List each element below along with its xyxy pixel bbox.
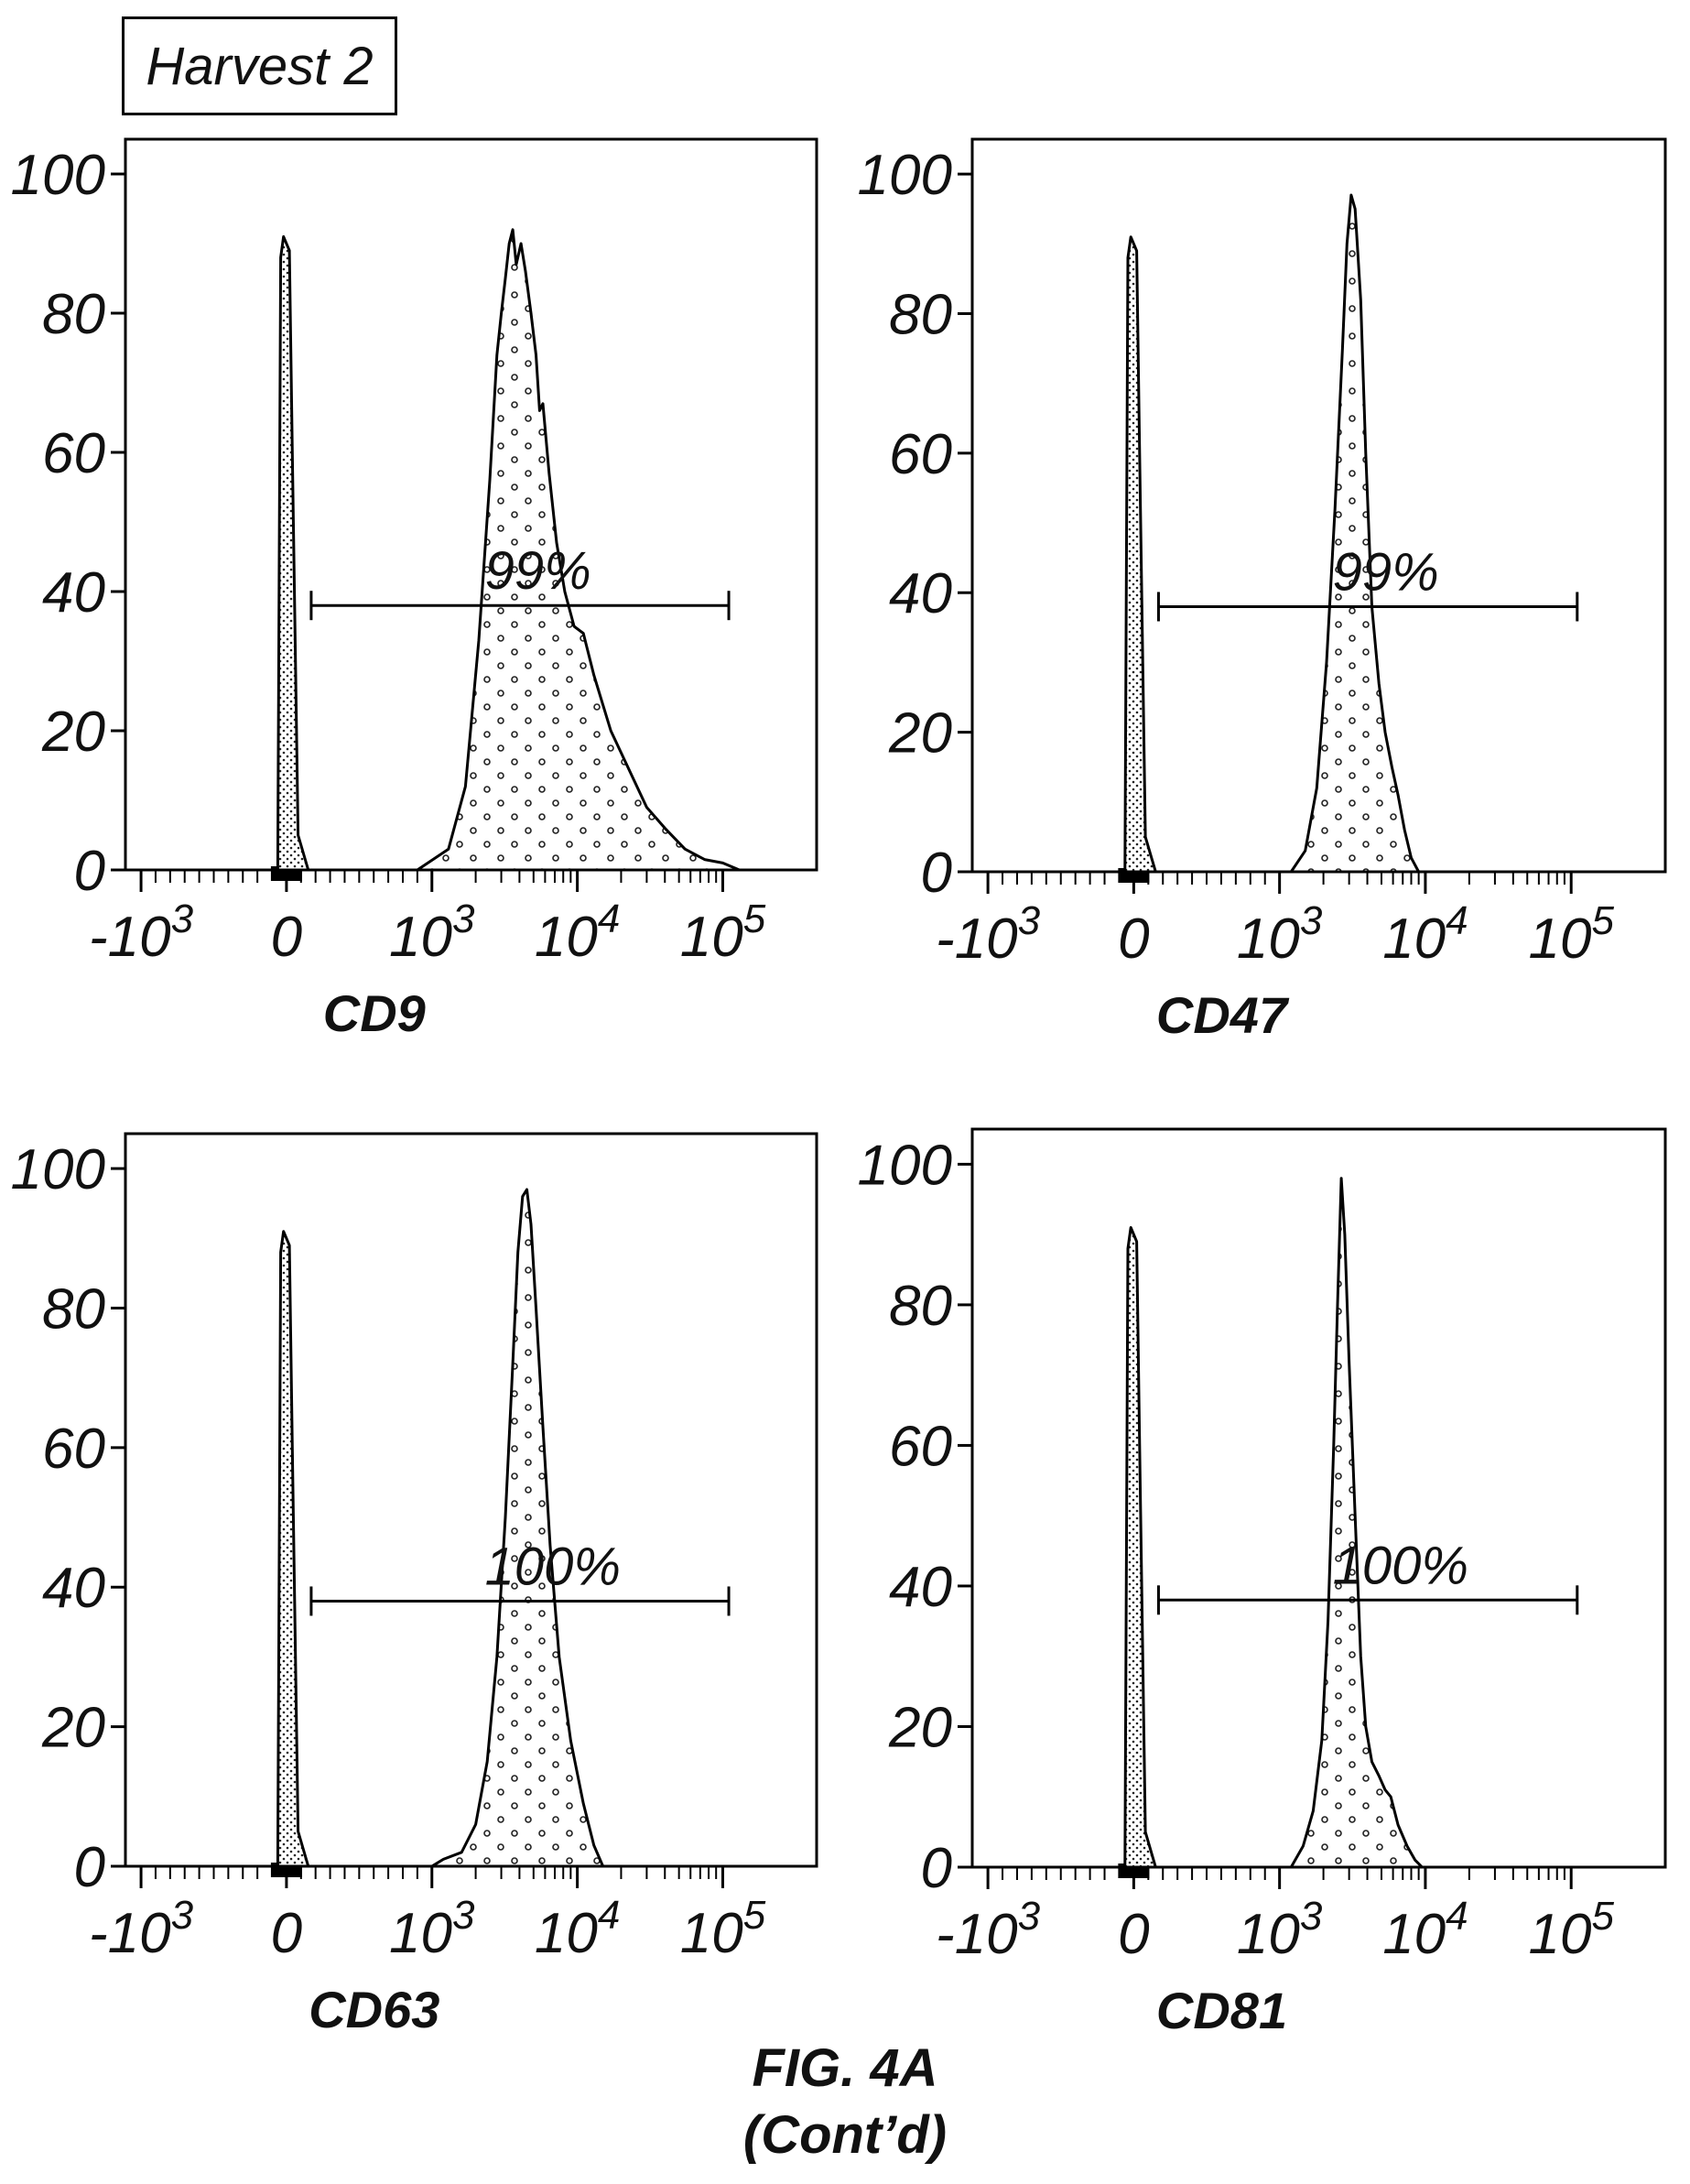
x-axis-title: CD47 <box>1156 986 1290 1044</box>
y-tick-label: 60 <box>42 1418 105 1481</box>
y-tick-label: 60 <box>889 423 952 486</box>
x-tick-label: 104 <box>1382 1894 1468 1966</box>
y-tick-label: 100 <box>858 1134 952 1197</box>
x-axis-title: CD63 <box>309 1981 439 2038</box>
y-tick-label: 0 <box>74 1836 105 1899</box>
x-tick-label: 103 <box>1237 898 1323 971</box>
stained-histogram <box>1289 193 1421 874</box>
x-tick-label: 103 <box>389 1893 475 1965</box>
control-histogram <box>263 1230 310 1868</box>
y-tick-label: 80 <box>889 1275 952 1338</box>
harvest-label-box: Harvest 2 <box>122 16 397 115</box>
plot-frame <box>124 1132 818 1868</box>
y-tick-label: 100 <box>11 1138 105 1201</box>
x-tick-label: 0 <box>271 906 302 969</box>
gate-percent-label: 99% <box>485 541 591 601</box>
control-histogram <box>1110 1226 1157 1869</box>
y-tick-label: 0 <box>74 840 105 903</box>
harvest-label: Harvest 2 <box>146 36 374 96</box>
y-tick-label: 80 <box>42 1277 105 1341</box>
y-tick-label: 20 <box>888 702 952 766</box>
x-tick-label: -103 <box>89 896 194 969</box>
gate-percent-label: 100% <box>485 1537 621 1596</box>
figure-caption-cont: (Cont’d) <box>742 2105 948 2165</box>
y-tick-label: 100 <box>11 144 105 207</box>
x-tick-label: -103 <box>89 1893 194 1965</box>
x-axis-title: CD81 <box>1156 1982 1287 2039</box>
x-tick-label: 0 <box>271 1902 302 1965</box>
y-tick-label: 40 <box>42 1557 105 1620</box>
x-tick-label: 104 <box>1382 898 1468 971</box>
x-tick-label: 103 <box>389 896 475 969</box>
stained-histogram <box>416 228 742 872</box>
y-tick-label: 40 <box>889 1556 952 1619</box>
x-axis-title: CD9 <box>323 984 426 1042</box>
x-tick-label: 0 <box>1118 907 1149 971</box>
y-tick-label: 80 <box>42 283 105 346</box>
gate-percent-label: 100% <box>1333 1536 1468 1595</box>
y-tick-label: 80 <box>889 283 952 346</box>
x-tick-label: 0 <box>1118 1903 1149 1966</box>
x-tick-label: -103 <box>936 1894 1041 1966</box>
control-histogram <box>1110 235 1157 874</box>
x-tick-label: 105 <box>680 1893 766 1965</box>
figure-caption: FIG. 4A <box>752 2038 938 2098</box>
x-tick-label: 105 <box>680 896 766 969</box>
y-tick-label: 100 <box>858 144 952 207</box>
x-tick-label: -103 <box>936 898 1041 971</box>
y-tick-label: 20 <box>888 1696 952 1759</box>
y-tick-label: 60 <box>889 1415 952 1478</box>
y-tick-label: 40 <box>889 562 952 625</box>
y-tick-label: 0 <box>921 1837 952 1900</box>
x-tick-label: 104 <box>535 896 620 969</box>
y-tick-label: 0 <box>921 842 952 905</box>
y-tick-label: 40 <box>42 561 105 625</box>
y-tick-label: 60 <box>42 422 105 485</box>
stained-histogram <box>1289 1177 1424 1869</box>
x-tick-label: 105 <box>1528 1894 1614 1966</box>
y-tick-label: 20 <box>41 701 105 764</box>
x-tick-label: 105 <box>1528 898 1614 971</box>
x-tick-label: 104 <box>535 1893 620 1965</box>
y-tick-label: 20 <box>41 1697 105 1760</box>
stained-histogram <box>430 1188 605 1868</box>
x-tick-label: 103 <box>1237 1894 1323 1966</box>
gate-percent-label: 99% <box>1333 542 1439 602</box>
control-histogram <box>263 234 310 872</box>
